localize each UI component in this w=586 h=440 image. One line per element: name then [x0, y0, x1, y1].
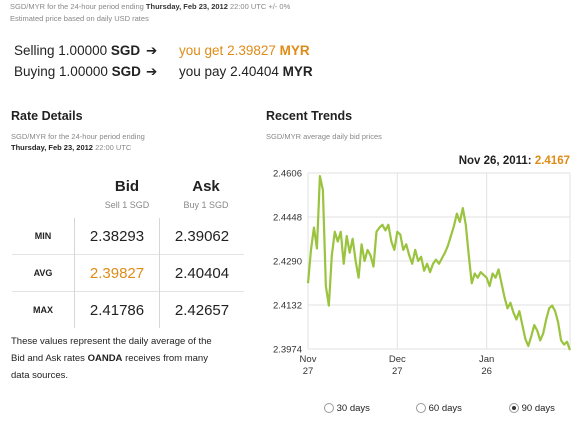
period-line: SGD/MYR for the 24-hour period ending Th… — [10, 2, 290, 11]
y-tick-label: 2.4448 — [273, 213, 302, 224]
period-date: Thursday, Feb 23, 2012 — [145, 2, 228, 11]
bid-header: Bid — [114, 178, 140, 195]
y-tick-label: 2.4290 — [273, 257, 302, 268]
max-ask: 2.42657 — [159, 291, 244, 328]
range-label-90: 90 days — [521, 403, 555, 414]
bid-subheader: Sell 1 SGD — [104, 200, 150, 210]
min-ask: 2.39062 — [159, 218, 244, 255]
buying-result-line: you pay 2.40404 MYR — [179, 64, 313, 79]
series-line — [306, 174, 572, 351]
range-option-30[interactable]: 30 days — [324, 403, 370, 414]
rate-details-title: Rate Details — [11, 109, 83, 123]
oanda-brand: OANDA — [87, 353, 123, 364]
range-option-90[interactable]: 90 days — [509, 403, 555, 414]
range-label-30: 30 days — [336, 403, 370, 414]
buying-line: Buying 1.00000 SGD — [14, 64, 141, 79]
buying-amount: 1.00000 — [59, 64, 108, 79]
x-tick-label-day: 27 — [392, 366, 403, 377]
radio-30-icon[interactable] — [324, 403, 334, 414]
arrow-icon: ➔ — [146, 64, 158, 79]
table-row: MIN 2.38293 2.39062 — [12, 218, 244, 255]
row-label-max: MAX — [12, 291, 75, 328]
rate-details-date: Thursday, Feb 23, 2012 — [11, 143, 93, 152]
rate-details-sub: SGD/MYR for the 24-hour period ending — [11, 132, 145, 141]
footnote-post: receives from many — [125, 353, 208, 364]
x-tick-label-month: Dec — [389, 354, 406, 365]
period-change: +/- 0% — [268, 2, 291, 11]
ask-header: Ask — [192, 178, 220, 195]
footnote-line-3: data sources. — [11, 370, 69, 381]
rate-table: MIN 2.38293 2.39062 AVG 2.39827 2.40404 … — [12, 218, 244, 328]
selling-phrase: you get — [179, 43, 224, 58]
radio-60-icon[interactable] — [416, 403, 426, 414]
buying-from-ccy: SGD — [111, 64, 141, 79]
recent-trends-sub: SGD/MYR average daily bid prices — [266, 132, 382, 141]
footnote-line-1: These values represent the daily average… — [11, 336, 212, 347]
arrow-icon: ➔ — [146, 43, 158, 58]
buying-label: Buying — [14, 64, 56, 79]
hover-date: Nov 26, 2011: — [458, 155, 532, 167]
selling-label: Selling — [14, 43, 55, 58]
buying-to-ccy: MYR — [282, 64, 313, 79]
radio-90-icon[interactable] — [509, 403, 519, 414]
avg-bid: 2.39827 — [74, 254, 160, 292]
period-prefix: SGD/MYR for the 24-hour period ending — [10, 2, 144, 11]
buying-phrase: you pay — [179, 64, 227, 79]
range-label-60: 60 days — [428, 403, 462, 414]
rate-details-period: Thursday, Feb 23, 2012 22:00 UTC — [11, 143, 131, 152]
y-tick-label: 2.3974 — [273, 345, 302, 356]
hover-readout: Nov 26, 2011: 2.4167 — [459, 155, 570, 167]
footnote-line-2: Bid and Ask rates OANDA receives from ma… — [11, 350, 212, 367]
selling-line: Selling 1.00000 SGD — [14, 43, 140, 58]
rate-details-time: 22:00 UTC — [95, 143, 132, 152]
y-tick-label: 2.4606 — [273, 169, 302, 180]
selling-to-ccy: MYR — [279, 43, 310, 58]
x-tick-label-month: Jan — [479, 354, 494, 365]
footnote-pre: Bid and Ask rates — [11, 353, 85, 364]
selling-amount: 1.00000 — [58, 43, 108, 58]
estimate-note: Estimated price based on daily USD rates — [10, 14, 149, 23]
selling-result: 2.39827 — [227, 43, 276, 58]
range-option-60[interactable]: 60 days — [416, 403, 462, 414]
selling-result-line: you get 2.39827 MYR — [179, 43, 310, 58]
selling-from-ccy: SGD — [110, 43, 141, 58]
footnote: These values represent the daily average… — [11, 333, 212, 384]
x-tick-label-month: Nov — [300, 354, 317, 365]
x-tick-label-day: 26 — [481, 366, 492, 377]
buying-result: 2.40404 — [230, 64, 279, 79]
trend-chart[interactable]: 2.46062.44482.42902.41322.3974Nov27Dec27… — [258, 160, 580, 390]
ask-subheader: Buy 1 SGD — [183, 200, 229, 210]
row-label-min: MIN — [34, 231, 52, 241]
table-row: MAX 2.41786 2.42657 — [12, 291, 244, 328]
y-tick-label: 2.4132 — [273, 301, 302, 312]
period-time: 22:00 UTC — [230, 2, 267, 11]
avg-ask: 2.40404 — [159, 254, 244, 292]
hover-value: 2.4167 — [534, 155, 570, 167]
table-row: AVG 2.39827 2.40404 — [12, 254, 244, 292]
max-bid: 2.41786 — [74, 291, 160, 328]
min-bid: 2.38293 — [74, 218, 160, 255]
row-label-avg: AVG — [12, 254, 75, 292]
recent-trends-title: Recent Trends — [266, 109, 353, 123]
x-tick-label-day: 27 — [303, 366, 314, 377]
